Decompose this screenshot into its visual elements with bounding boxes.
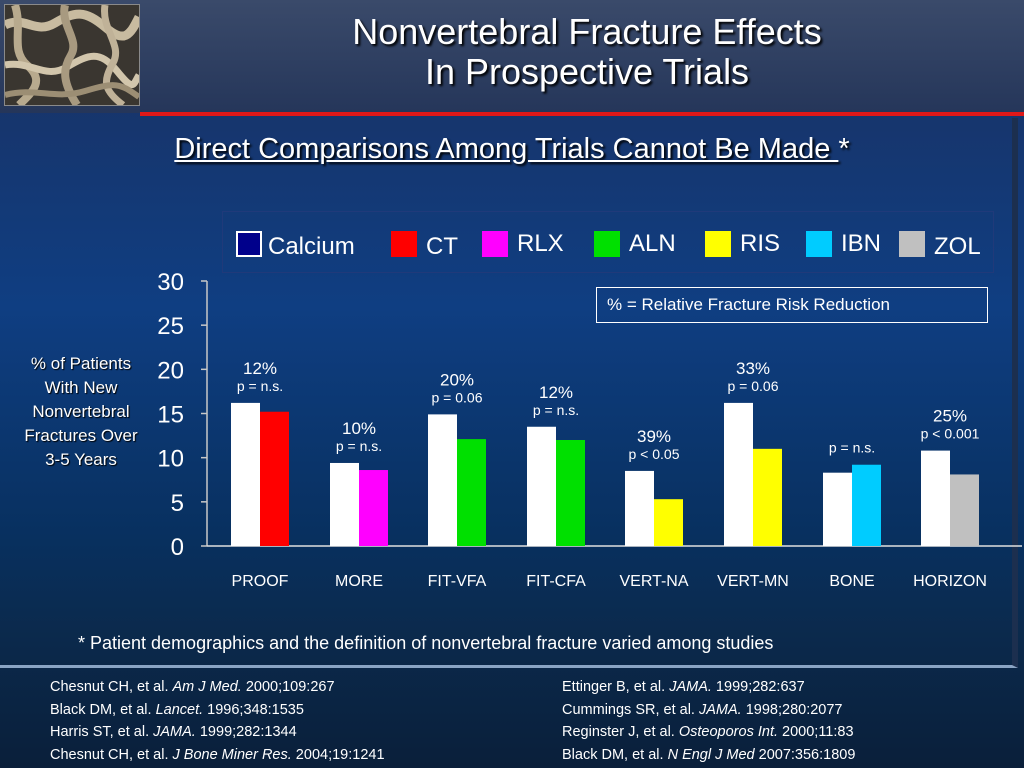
bone-structure-image <box>4 4 140 106</box>
subtitle-text: Direct Comparisons Among Trials Cannot B… <box>174 133 839 165</box>
reference-item: Harris ST, et al. JAMA. 1999;282:1344 <box>50 721 385 744</box>
ref-author: Chesnut CH, et al. <box>50 679 173 695</box>
legend-swatch-calcium <box>236 231 262 257</box>
legend-label-zol: ZOL <box>934 233 981 260</box>
legend-swatch-ris <box>705 231 731 257</box>
reference-item: Ettinger B, et al. JAMA. 1999;282:637 <box>562 676 855 699</box>
ref-journal: Lancet. <box>155 701 204 718</box>
legend-swatch-aln <box>594 231 620 257</box>
reference-item: Black DM, et al. N Engl J Med 2007:356:1… <box>562 744 855 767</box>
reference-item: Chesnut CH, et al. J Bone Miner Res. 200… <box>50 744 385 767</box>
ref-citation: 2000;11:83 <box>778 724 854 740</box>
ref-citation: 2007:356:1809 <box>754 746 856 763</box>
ref-author: Black DM, et al. <box>50 701 156 718</box>
legend-label-ris: RIS <box>740 230 781 257</box>
legend-swatch-ibn <box>806 231 832 257</box>
header-band: Nonvertebral Fracture Effects In Prospec… <box>0 0 1024 113</box>
legend-box <box>222 211 994 273</box>
legend-swatch-zol <box>899 231 925 257</box>
ref-author: Chesnut CH, et al. <box>50 746 173 763</box>
legend-label-rlx: RLX <box>517 230 564 257</box>
ref-citation: 1998;280:2077 <box>741 701 843 718</box>
ref-citation: 1999;282:1344 <box>195 724 297 740</box>
slide-subtitle: Direct Comparisons Among Trials Cannot B… <box>0 133 1024 166</box>
ref-journal: N Engl J Med <box>667 746 755 763</box>
title-divider <box>140 112 1024 116</box>
legend-swatch-rlx <box>482 231 508 257</box>
ref-author: Reginster J, et al. <box>562 724 679 740</box>
relative-risk-note: % = Relative Fracture Risk Reduction <box>596 287 988 323</box>
reference-item: Black DM, et al. Lancet. 1996;348:1535 <box>50 699 385 722</box>
slide-title: Nonvertebral Fracture Effects In Prospec… <box>150 12 1024 92</box>
references-right: Ettinger B, et al. JAMA. 1999;282:637 Cum… <box>562 676 855 766</box>
reference-item: Reginster J, et al. Osteoporos Int. 2000… <box>562 721 855 744</box>
legend-label-ct: CT <box>426 233 458 260</box>
reference-item: Cummings SR, et al. JAMA. 1998;280:2077 <box>562 699 855 722</box>
subtitle-star: * <box>838 133 850 165</box>
ref-citation: 2000;109:267 <box>241 679 335 695</box>
ref-author: Ettinger B, et al. <box>562 679 670 695</box>
legend-label-ibn: IBN <box>841 230 882 257</box>
reference-item: Chesnut CH, et al. Am J Med. 2000;109:26… <box>50 676 385 699</box>
ref-citation: 1999;282:637 <box>711 679 805 695</box>
ref-citation: 2004;19:1241 <box>291 746 385 763</box>
ref-journal: Osteoporos Int. <box>678 724 778 740</box>
title-line-1: Nonvertebral Fracture Effects <box>352 11 822 52</box>
ref-author: Black DM, et al. <box>562 746 668 763</box>
legend-swatch-ct <box>391 231 417 257</box>
ref-journal: JAMA. <box>699 701 742 718</box>
ref-author: Harris ST, et al. <box>50 724 154 740</box>
content-frame <box>0 118 1018 668</box>
ref-journal: Am J Med. <box>172 679 242 695</box>
legend-label-aln: ALN <box>629 230 676 257</box>
ref-journal: JAMA. <box>153 724 196 740</box>
references-left: Chesnut CH, et al. Am J Med. 2000;109:26… <box>50 676 385 766</box>
y-axis-label: % of Patients With New Nonvertebral Frac… <box>24 354 138 469</box>
ref-journal: J Bone Miner Res. <box>172 746 292 763</box>
title-line-2: In Prospective Trials <box>424 51 750 92</box>
legend-label-calcium: Calcium <box>268 233 355 260</box>
ref-author: Cummings SR, et al. <box>562 701 699 718</box>
ref-journal: JAMA. <box>669 679 712 695</box>
ref-citation: 1996;348:1535 <box>203 701 304 718</box>
footnote: * Patient demographics and the definitio… <box>78 633 774 653</box>
